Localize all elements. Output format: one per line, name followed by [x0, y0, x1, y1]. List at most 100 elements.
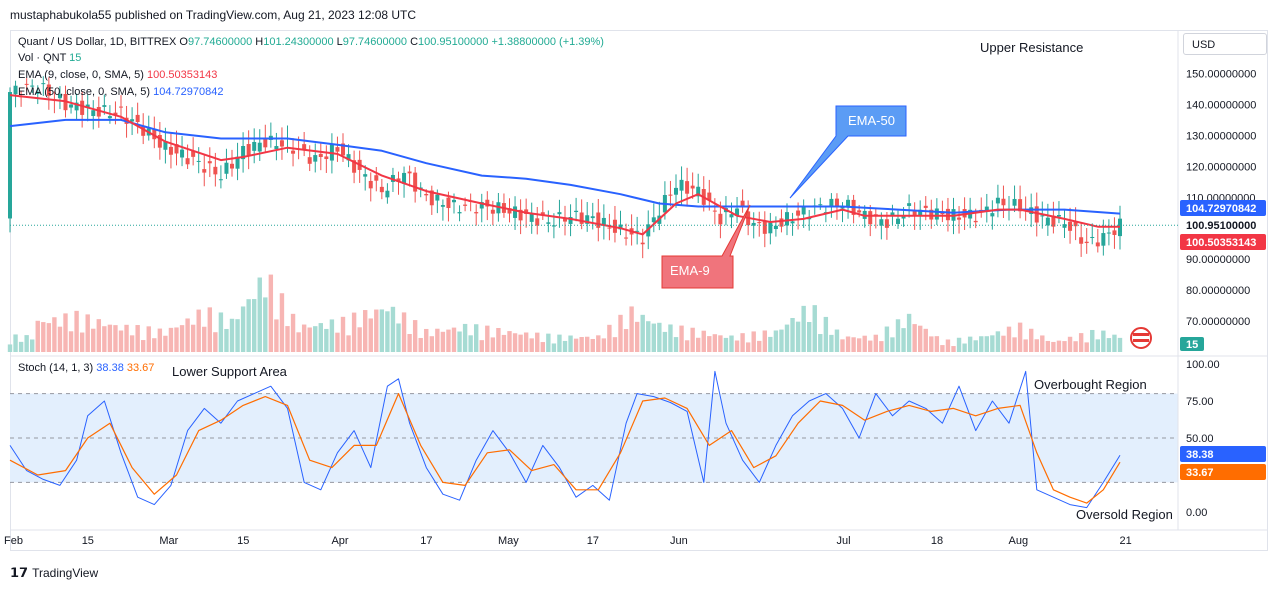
candle-body: [191, 150, 196, 157]
volume-bar: [540, 342, 545, 352]
candle-body: [1079, 237, 1084, 244]
stoch-k-value: 38.38: [96, 362, 124, 374]
candle-body: [402, 172, 407, 184]
volume-bar: [784, 324, 790, 352]
volume-bar: [1029, 328, 1034, 352]
candle-body: [313, 155, 318, 162]
volume-bar: [1034, 339, 1039, 352]
symbol-legend[interactable]: Quant / US Dollar, 1D, BITTREX O97.74600…: [18, 36, 604, 48]
volume-bar: [462, 323, 468, 352]
volume-bar: [990, 335, 995, 352]
volume-bar: [679, 325, 684, 352]
candle-body: [168, 146, 173, 155]
volume-bar: [390, 306, 396, 352]
volume-bar: [368, 318, 373, 352]
candle-body: [396, 178, 401, 182]
candle-body: [707, 192, 712, 201]
candle-body: [957, 217, 962, 220]
volume-bar: [41, 322, 46, 352]
volume-bar: [202, 326, 207, 352]
low-value: 97.74600000: [342, 36, 407, 48]
candle-body: [46, 84, 51, 96]
volume-bar: [795, 321, 801, 352]
volume-bar: [712, 334, 718, 352]
time-tick-label: Mar: [159, 535, 178, 547]
volume-bar: [568, 335, 573, 352]
us-flag-stripe: [1133, 333, 1149, 336]
candle-body: [346, 154, 351, 161]
volume-bar: [918, 325, 923, 352]
close-label: C: [410, 36, 419, 48]
volume-bar: [268, 274, 274, 352]
ema9-legend[interactable]: EMA (9, close, 0, SMA, 5) 100.50353143: [18, 69, 217, 81]
candle-body: [485, 199, 490, 207]
volume-bar: [1001, 335, 1006, 352]
candle-body: [901, 215, 906, 219]
volume-bar: [956, 337, 962, 352]
price-tick-label: 90.00000000: [1186, 254, 1250, 266]
volume-bar: [429, 336, 434, 352]
candle-body: [1012, 198, 1017, 206]
volume-bar: [307, 327, 312, 352]
candle-body: [1073, 221, 1078, 227]
volume-bar: [912, 324, 917, 352]
candle-body: [929, 209, 934, 220]
candle-body: [773, 225, 778, 230]
volume-legend[interactable]: Vol · QNT 15: [18, 52, 81, 64]
candle-body: [1018, 199, 1023, 212]
footer-brand-text: TradingView: [32, 566, 99, 580]
ema50-line: [9, 118, 1121, 215]
candle-body: [235, 156, 240, 169]
stoch-d-value: 33.67: [126, 362, 155, 374]
candle-body: [640, 242, 645, 245]
candle-body: [80, 100, 85, 115]
footer-brand[interactable]: 𝟭𝟳 TradingView: [10, 565, 98, 581]
candle-body: [479, 202, 484, 209]
volume-bar: [523, 332, 529, 352]
volume-bar: [651, 323, 656, 352]
volume-bar: [646, 321, 651, 352]
chart-frame: [10, 30, 1268, 551]
currency-selector[interactable]: USD: [1183, 33, 1267, 55]
volume-value: 15: [69, 52, 82, 64]
volume-bar: [868, 340, 873, 352]
candle-body: [279, 140, 284, 147]
stoch-tick-label: 100.00: [1186, 359, 1220, 371]
candle-body: [690, 185, 695, 189]
volume-bar: [895, 319, 901, 352]
candle-body: [102, 105, 107, 107]
volume-bar: [790, 317, 795, 352]
candle-body: [585, 215, 590, 224]
candle-body: [291, 150, 296, 154]
volume-bar: [174, 327, 179, 352]
candle-body: [185, 158, 190, 165]
candle-body: [85, 104, 90, 108]
candle-body: [435, 194, 440, 201]
low-label: L: [336, 36, 343, 48]
volume-bar: [1051, 341, 1056, 352]
candle-body: [846, 199, 851, 208]
candle-body: [1045, 217, 1050, 226]
volume-bar: [662, 331, 668, 352]
candle-body: [13, 85, 18, 95]
candle-body: [540, 212, 545, 216]
volume-bar: [446, 329, 451, 352]
candle-body: [252, 141, 257, 151]
volume-bar: [829, 334, 834, 352]
volume-bar: [252, 299, 257, 352]
volume-bar: [346, 335, 351, 352]
close-value: 100.95100000: [418, 36, 489, 48]
volume-bar: [152, 338, 157, 352]
candle-body: [907, 203, 912, 206]
candle-body: [990, 213, 995, 217]
candle-body: [529, 213, 534, 222]
candle-body: [896, 218, 900, 224]
stoch-d-badge-bg: [1180, 464, 1266, 480]
indicator-lines-layer: [9, 94, 1178, 509]
volume-bar: [285, 326, 290, 352]
stoch-legend[interactable]: Stoch (14, 1, 3) 38.38 33.67: [18, 362, 154, 374]
ema50-legend[interactable]: EMA (50, close, 0, SMA, 5) 104.72970842: [18, 86, 223, 98]
volume-bar: [834, 329, 840, 352]
time-tick-label: May: [498, 535, 519, 547]
